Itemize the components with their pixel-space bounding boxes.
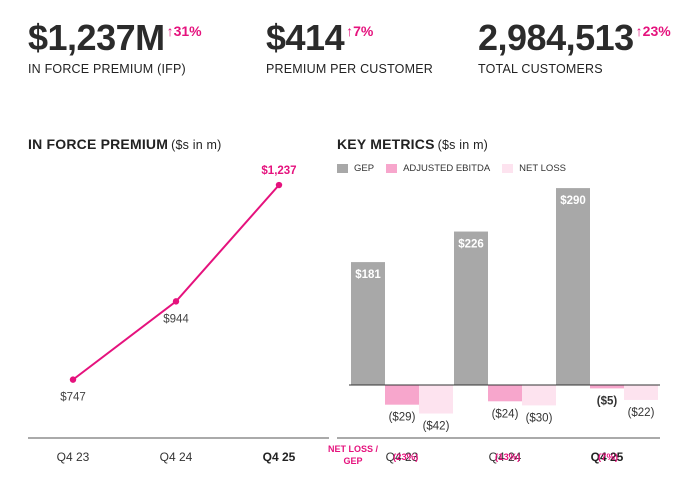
bar-gep bbox=[556, 188, 590, 385]
bar-net-loss bbox=[624, 385, 658, 400]
data-point bbox=[172, 298, 180, 305]
legend-item-gep: GEP bbox=[337, 163, 374, 174]
bar-value-label: $181 bbox=[355, 269, 381, 281]
bar-value-label: ($29) bbox=[389, 412, 416, 424]
legend-label: ADJUSTED EBITDA bbox=[403, 163, 491, 174]
bar-value-label: ($42) bbox=[423, 421, 450, 433]
kpi-value: $414 bbox=[266, 17, 345, 58]
kpi-change: ↑31% bbox=[166, 23, 202, 39]
ifp-line bbox=[72, 184, 280, 381]
legend-swatch-ebitda bbox=[386, 164, 398, 173]
kpi-label: PREMIUM PER CUSTOMER bbox=[266, 62, 433, 76]
bar-net-loss bbox=[522, 385, 556, 406]
bar-adjusted-ebitda bbox=[385, 385, 419, 405]
legend-swatch-gep bbox=[337, 164, 348, 173]
left-chart-unit: ($s in m) bbox=[171, 138, 222, 152]
bar-value-label: ($24) bbox=[492, 408, 519, 420]
x-tick-label: Q4 24 bbox=[489, 450, 522, 464]
bar-gep bbox=[454, 231, 488, 385]
bar-value-label: ($5) bbox=[597, 395, 618, 407]
legend-item-ebitda: ADJUSTED EBITDA bbox=[386, 163, 490, 174]
kpi-label: TOTAL CUSTOMERS bbox=[478, 62, 603, 76]
chart-legend: GEP ADJUSTED EBITDA NET LOSS bbox=[337, 163, 566, 174]
right-chart-title: KEY METRICS ($s in m) bbox=[337, 136, 488, 152]
legend-swatch-net-loss bbox=[502, 164, 514, 173]
bar-adjusted-ebitda bbox=[488, 385, 522, 402]
data-label: $944 bbox=[163, 313, 189, 325]
bar-adjusted-ebitda bbox=[590, 385, 624, 389]
legend-label: GEP bbox=[354, 163, 375, 174]
x-tick-label: Q4 24 bbox=[160, 450, 193, 464]
kpi-change: ↑7% bbox=[346, 23, 374, 39]
net-loss-gep-value: (7%) bbox=[598, 452, 619, 463]
right-chart-title-text: KEY METRICS bbox=[337, 136, 435, 152]
net-loss-gep-value: (23%) bbox=[393, 452, 419, 463]
legend-label: NET LOSS bbox=[519, 163, 566, 174]
bar-value-label: $226 bbox=[458, 239, 484, 251]
x-tick-label: Q4 25 bbox=[263, 450, 296, 464]
left-chart-title-text: IN FORCE PREMIUM bbox=[28, 136, 169, 152]
kpi-ifp: $1,237M ↑31% IN FORCE PREMIUM (IFP) bbox=[28, 14, 202, 76]
data-point bbox=[69, 376, 77, 383]
x-tick-label: Q4 23 bbox=[57, 450, 90, 464]
kpi-change: ↑23% bbox=[635, 23, 671, 39]
kpi-value: 2,984,513 bbox=[478, 17, 634, 58]
data-point bbox=[275, 181, 283, 189]
right-chart-unit: ($s in m) bbox=[437, 138, 489, 152]
legend-item-net-loss: NET LOSS bbox=[502, 163, 566, 174]
bar-net-loss bbox=[419, 385, 453, 414]
data-label: $1,237 bbox=[261, 165, 296, 177]
bar-value-label: ($22) bbox=[628, 407, 655, 419]
bar-value-label: ($30) bbox=[526, 412, 553, 424]
net-loss-gep-label: NET LOSS / GEP bbox=[327, 444, 378, 466]
kpi-value: $1,237M bbox=[28, 17, 165, 58]
x-tick-label: Q4 25 bbox=[591, 450, 624, 464]
kpi-premium-per-customer: $414 ↑7% PREMIUM PER CUSTOMER bbox=[266, 14, 433, 76]
data-label: $747 bbox=[60, 392, 86, 404]
kpi-total-customers: 2,984,513 ↑23% TOTAL CUSTOMERS bbox=[478, 14, 671, 76]
left-chart-title: IN FORCE PREMIUM ($s in m) bbox=[28, 136, 222, 152]
x-tick-label: Q4 23 bbox=[386, 450, 419, 464]
net-loss-gep-value: (13%) bbox=[495, 452, 521, 463]
kpi-label: IN FORCE PREMIUM (IFP) bbox=[28, 62, 186, 76]
bar-value-label: $290 bbox=[560, 195, 586, 207]
bar-gep bbox=[351, 262, 385, 385]
